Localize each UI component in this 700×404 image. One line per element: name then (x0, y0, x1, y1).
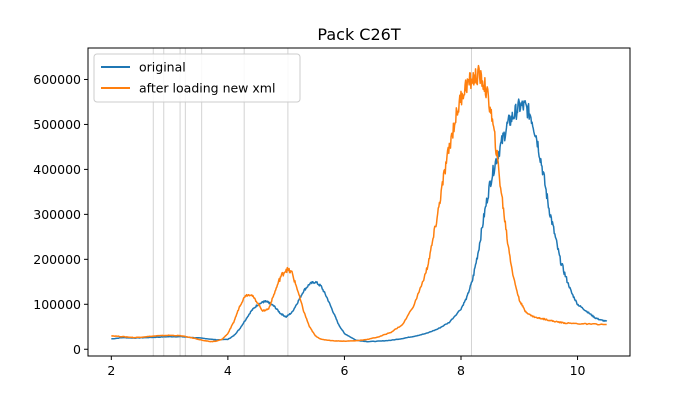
series-line-1 (111, 64, 607, 343)
legend: original after loading new xml (93, 53, 301, 103)
x-tick-label-1: 4 (224, 363, 232, 378)
y-tick-label-4: 400000 (33, 162, 81, 177)
series-line-0 (111, 98, 608, 343)
x-tick-label-3: 8 (457, 363, 465, 378)
x-axis: 2 4 6 8 10 (107, 356, 586, 378)
chart-title: Pack C26T (317, 25, 400, 44)
y-tick-label-1: 100000 (33, 297, 81, 312)
series-layer (111, 64, 608, 343)
y-tick-label-0: 0 (73, 342, 81, 357)
y-tick-label-2: 200000 (33, 252, 81, 267)
legend-label-0: original (139, 60, 186, 75)
legend-box (93, 53, 301, 103)
y-tick-label-5: 500000 (33, 117, 81, 132)
legend-label-1: after loading new xml (139, 81, 275, 96)
x-tick-label-4: 10 (570, 363, 586, 378)
x-tick-label-0: 2 (107, 363, 115, 378)
plot-frame (87, 47, 631, 357)
y-tick-label-6: 600000 (33, 72, 81, 87)
y-axis: 0 100000 200000 300000 400000 500000 600000 (33, 72, 88, 357)
x-tick-label-2: 6 (340, 363, 348, 378)
y-tick-label-3: 300000 (33, 207, 81, 222)
